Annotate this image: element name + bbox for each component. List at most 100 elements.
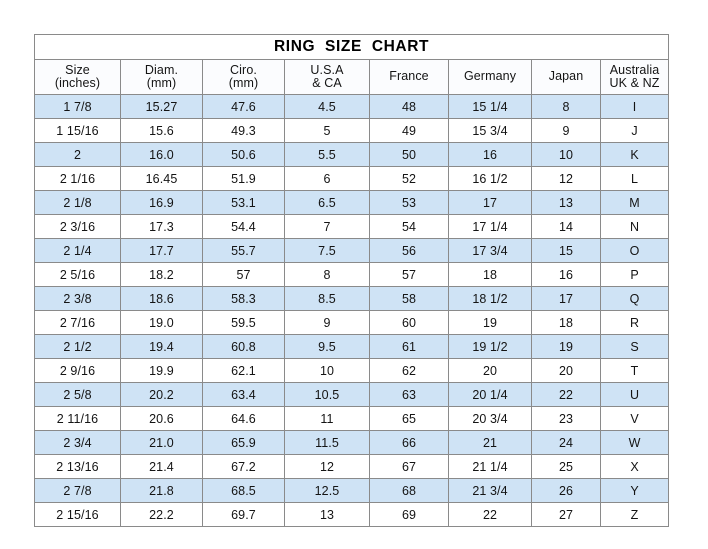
cell-germany: 19 1/2: [448, 334, 532, 359]
cell-au-uk-nz: T: [599, 358, 670, 383]
column-header-label: Germany: [449, 70, 531, 84]
cell-au-uk-nz: O: [599, 238, 670, 263]
column-header-label: Size (inches): [35, 63, 120, 91]
cell-size: 2: [34, 142, 121, 167]
cell-usa-ca: 4.5: [284, 94, 370, 119]
cell-diameter: 17.7: [120, 238, 203, 263]
cell-japan: 19: [531, 334, 601, 359]
column-header-line2: (mm): [228, 76, 259, 90]
cell-au-uk-nz: N: [599, 214, 670, 239]
cell-size: 2 1/16: [34, 166, 121, 191]
cell-japan: 26: [531, 478, 601, 503]
cell-circumference: 49.3: [202, 118, 285, 143]
cell-diameter: 18.6: [120, 286, 203, 311]
cell-germany: 17: [448, 190, 532, 215]
cell-germany: 22: [448, 502, 532, 527]
cell-circumference: 68.5: [202, 478, 285, 503]
cell-circumference: 67.2: [202, 454, 285, 479]
cell-usa-ca: 9: [284, 310, 370, 335]
table-header-row: Size (inches) Diam. (mm) Ciro. (mm) U.S.A & CA F…: [34, 59, 670, 95]
cell-japan: 20: [531, 358, 601, 383]
cell-france: 61: [369, 334, 449, 359]
cell-circumference: 54.4: [202, 214, 285, 239]
column-header-label: U.S.A & CA: [285, 62, 369, 91]
cell-france: 58: [369, 286, 449, 311]
cell-au-uk-nz: I: [599, 94, 670, 119]
cell-germany: 21: [448, 430, 532, 455]
cell-size: 2 13/16: [34, 454, 121, 479]
cell-size: 2 1/8: [34, 190, 121, 215]
cell-diameter: 20.2: [120, 382, 203, 407]
cell-circumference: 51.9: [202, 166, 285, 191]
table-row: 2 5/8 20.2 63.4 10.5 63 20 1/4 22 U: [34, 382, 670, 407]
cell-size: 2 9/16: [34, 358, 121, 383]
cell-germany: 20 1/4: [448, 382, 532, 407]
cell-diameter: 20.6: [120, 406, 203, 431]
cell-usa-ca: 13: [284, 502, 370, 527]
column-header-line2: & CA: [312, 76, 342, 90]
column-header-usa-ca: U.S.A & CA: [284, 59, 370, 95]
cell-size: 2 1/4: [34, 238, 121, 263]
column-header-line1: Diam.: [144, 62, 179, 77]
cell-france: 67: [369, 454, 449, 479]
cell-japan: 27: [531, 502, 601, 527]
cell-diameter: 19.0: [120, 310, 203, 335]
cell-size: 2 7/16: [34, 310, 121, 335]
table-row: 2 7/8 21.8 68.5 12.5 68 21 3/4 26 Y: [34, 478, 670, 503]
cell-au-uk-nz: Z: [599, 502, 670, 527]
cell-japan: 9: [531, 118, 601, 143]
cell-size: 2 7/8: [34, 478, 121, 503]
column-header-germany: Germany: [448, 59, 532, 95]
cell-size: 1 15/16: [34, 118, 121, 143]
cell-france: 54: [369, 214, 449, 239]
column-header-line1: France: [389, 69, 429, 84]
cell-au-uk-nz: R: [599, 310, 670, 335]
cell-usa-ca: 5.5: [284, 142, 370, 167]
table-row: 2 1/4 17.7 55.7 7.5 56 17 3/4 15 O: [34, 238, 670, 263]
cell-usa-ca: 5: [284, 118, 370, 143]
cell-usa-ca: 10.5: [284, 382, 370, 407]
cell-size: 2 5/16: [34, 262, 121, 287]
cell-usa-ca: 8: [284, 262, 370, 287]
cell-au-uk-nz: L: [599, 166, 670, 191]
cell-japan: 23: [531, 406, 601, 431]
cell-au-uk-nz: V: [599, 406, 670, 431]
cell-france: 65: [369, 406, 449, 431]
cell-size: 2 11/16: [34, 406, 121, 431]
cell-diameter: 19.9: [120, 358, 203, 383]
cell-germany: 20 3/4: [448, 406, 532, 431]
cell-size: 2 5/8: [34, 382, 121, 407]
cell-france: 49: [369, 118, 449, 143]
cell-japan: 13: [531, 190, 601, 215]
cell-diameter: 16.9: [120, 190, 203, 215]
cell-germany: 16: [448, 142, 532, 167]
ring-size-table: RING SIZE CHART Size (inches) Diam. (mm) Cir…: [33, 34, 670, 527]
cell-au-uk-nz: U: [599, 382, 670, 407]
chart-title-cell: RING SIZE CHART: [33, 34, 670, 60]
column-header-line2: UK & NZ: [609, 76, 660, 90]
cell-diameter: 16.0: [120, 142, 203, 167]
chart-title-row: RING SIZE CHART: [33, 34, 670, 60]
cell-diameter: 18.2: [120, 262, 203, 287]
cell-usa-ca: 12: [284, 454, 370, 479]
cell-germany: 19: [448, 310, 532, 335]
cell-au-uk-nz: X: [599, 454, 670, 479]
cell-circumference: 69.7: [202, 502, 285, 527]
cell-circumference: 50.6: [202, 142, 285, 167]
cell-france: 68: [369, 478, 449, 503]
cell-au-uk-nz: S: [599, 334, 670, 359]
cell-usa-ca: 7: [284, 214, 370, 239]
cell-usa-ca: 10: [284, 358, 370, 383]
cell-diameter: 21.0: [120, 430, 203, 455]
table-row: 2 1/8 16.9 53.1 6.5 53 17 13 M: [34, 190, 670, 215]
cell-circumference: 58.3: [202, 286, 285, 311]
column-header-japan: Japan: [531, 59, 601, 95]
column-header-line1: U.S.A: [310, 62, 344, 77]
cell-france: 57: [369, 262, 449, 287]
cell-japan: 10: [531, 142, 601, 167]
table-row: 2 7/16 19.0 59.5 9 60 19 18 R: [34, 310, 670, 335]
cell-size: 2 3/8: [34, 286, 121, 311]
cell-au-uk-nz: P: [599, 262, 670, 287]
table-row: 1 15/16 15.6 49.3 5 49 15 3/4 9 J: [34, 118, 670, 143]
